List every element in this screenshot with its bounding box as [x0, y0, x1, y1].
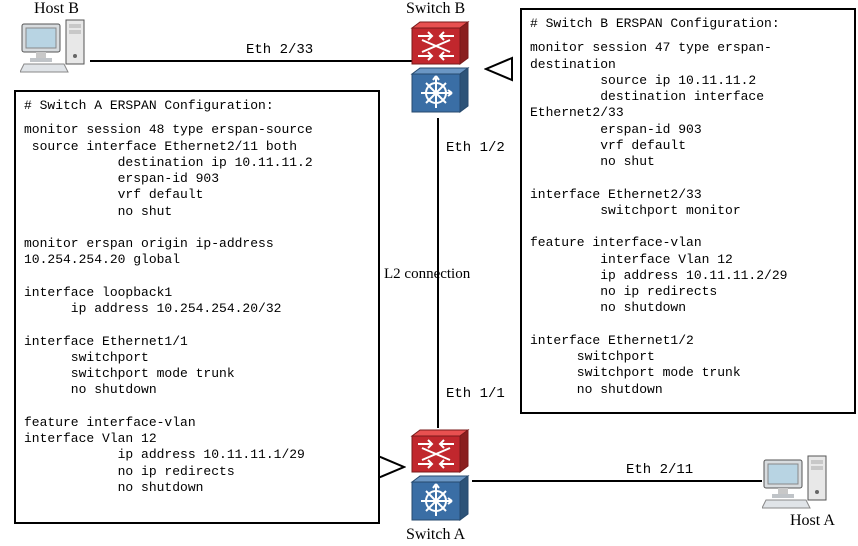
switch-b-icon: [408, 18, 472, 118]
host-b-label: Host B: [34, 0, 79, 18]
triangle-to-switcha-icon: [376, 454, 406, 480]
triangle-to-switchb-icon: [484, 56, 514, 82]
switch-a-config-body: monitor session 48 type erspan-source so…: [24, 122, 370, 496]
link-switcha-hosta: [472, 480, 762, 482]
host-a-icon: [762, 454, 832, 510]
eth-1-2-label: Eth 1/2: [446, 140, 505, 156]
link-hostb-switchb: [90, 60, 414, 62]
switch-b-config-title: # Switch B ERSPAN Configuration:: [530, 16, 846, 32]
eth-2-11-label: Eth 2/11: [626, 462, 693, 478]
eth-2-33-label: Eth 2/33: [246, 42, 313, 58]
switch-b-config-body: monitor session 47 type erspan- destinat…: [530, 40, 846, 398]
switch-a-config-box: # Switch A ERSPAN Configuration: monitor…: [14, 90, 380, 524]
switch-b-label: Switch B: [406, 0, 465, 18]
switch-a-config-title: # Switch A ERSPAN Configuration:: [24, 98, 370, 114]
switch-a-icon: [408, 426, 472, 526]
l2-connection-label: L2 connection: [384, 266, 470, 283]
switch-b-config-box: # Switch B ERSPAN Configuration: monitor…: [520, 8, 856, 414]
eth-1-1-label: Eth 1/1: [446, 386, 505, 402]
host-b-icon: [20, 18, 90, 74]
switch-a-label: Switch A: [406, 526, 465, 544]
host-a-label: Host A: [790, 512, 835, 530]
